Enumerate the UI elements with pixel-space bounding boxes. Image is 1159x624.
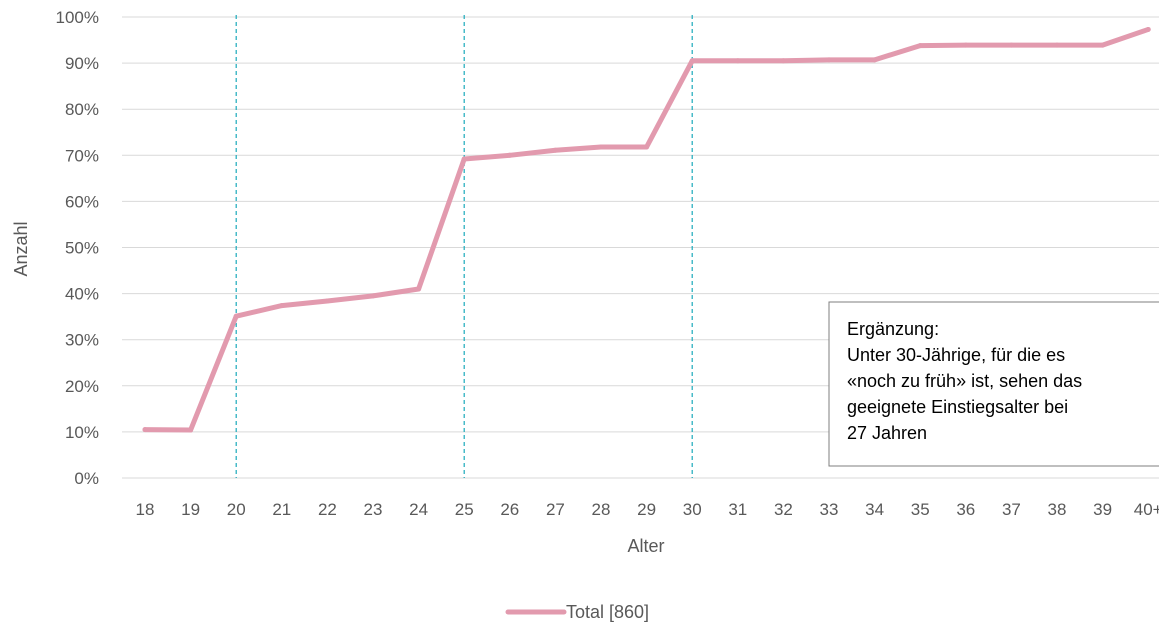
data-point — [872, 57, 878, 63]
y-tick-label: 80% — [65, 100, 99, 119]
y-tick-label: 10% — [65, 423, 99, 442]
y-tick-label: 0% — [74, 469, 99, 488]
annotation-line: Ergänzung: — [847, 319, 939, 339]
data-point — [507, 152, 513, 158]
annotation-line: «noch zu früh» ist, sehen das — [847, 371, 1082, 391]
x-tick-label: 36 — [956, 500, 975, 519]
x-tick-label: 21 — [272, 500, 291, 519]
data-point — [416, 286, 422, 292]
gridlines — [122, 16, 1159, 479]
y-tick-label: 70% — [65, 146, 99, 165]
x-tick-label: 29 — [637, 500, 656, 519]
y-tick-label: 50% — [65, 239, 99, 258]
data-point — [1054, 42, 1060, 48]
y-tick-label: 20% — [65, 377, 99, 396]
data-point — [1145, 26, 1151, 32]
x-tick-label: 26 — [500, 500, 519, 519]
x-tick-label: 28 — [592, 500, 611, 519]
y-tick-label: 30% — [65, 331, 99, 350]
data-point — [644, 144, 650, 150]
data-point — [461, 156, 467, 162]
x-tick-label: 40+ — [1134, 500, 1159, 519]
x-tick-label: 24 — [409, 500, 428, 519]
x-tick-label: 27 — [546, 500, 565, 519]
annotation-line: 27 Jahren — [847, 423, 927, 443]
data-point — [1008, 42, 1014, 48]
y-axis-label: Anzahl — [11, 221, 31, 276]
legend[interactable]: Total [860] — [505, 602, 649, 622]
y-tick-label: 40% — [65, 285, 99, 304]
data-point — [917, 43, 923, 49]
data-point — [780, 58, 786, 64]
x-tick-label: 22 — [318, 500, 337, 519]
data-point — [552, 147, 558, 153]
legend-label: Total [860] — [566, 602, 649, 622]
x-tick-label: 23 — [364, 500, 383, 519]
data-point — [598, 144, 604, 150]
annotation-text: Ergänzung: Unter 30-Jährige, für die es «n… — [847, 319, 1082, 443]
x-tick-label: 19 — [181, 500, 200, 519]
x-tick-label: 34 — [865, 500, 884, 519]
x-tick-label: 32 — [774, 500, 793, 519]
x-tick-label: 18 — [136, 500, 155, 519]
reference-lines — [235, 15, 693, 478]
y-tick-label: 100% — [56, 8, 99, 27]
x-tick-label: 30 — [683, 500, 702, 519]
y-tick-label: 90% — [65, 54, 99, 73]
x-tick-label: 35 — [911, 500, 930, 519]
data-point — [1100, 42, 1106, 48]
x-tick-label: 39 — [1093, 500, 1112, 519]
annotation-line: Unter 30-Jährige, für die es — [847, 345, 1065, 365]
y-axis-ticks: 0% 10% 20% 30% 40% 50% 60% 70% 80% 90% 100% — [56, 8, 99, 488]
annotation-line: geeignete Einstiegsalter bei — [847, 397, 1068, 417]
x-tick-label: 25 — [455, 500, 474, 519]
data-point — [142, 427, 148, 433]
y-tick-label: 60% — [65, 192, 99, 211]
data-point — [689, 58, 695, 64]
x-tick-label: 38 — [1048, 500, 1067, 519]
annotation-border — [828, 301, 1159, 467]
x-tick-label: 33 — [820, 500, 839, 519]
x-axis-ticks: 18 19 20 21 22 23 24 25 26 27 28 29 30 31 32 33 34 35 36 37… — [136, 500, 1159, 519]
x-tick-label: 31 — [728, 500, 747, 519]
x-tick-label: 37 — [1002, 500, 1021, 519]
data-point — [188, 427, 194, 433]
x-axis-label: Alter — [627, 536, 664, 556]
x-tick-label: 20 — [227, 500, 246, 519]
annotation-box: Ergänzung: Unter 30-Jährige, für die es «n… — [828, 301, 1159, 467]
data-point — [963, 42, 969, 48]
series-group — [142, 26, 1151, 433]
data-point — [735, 58, 741, 64]
data-point — [826, 57, 832, 63]
data-point — [233, 313, 239, 319]
data-point — [324, 298, 330, 304]
data-point — [370, 293, 376, 299]
data-point — [279, 303, 285, 309]
